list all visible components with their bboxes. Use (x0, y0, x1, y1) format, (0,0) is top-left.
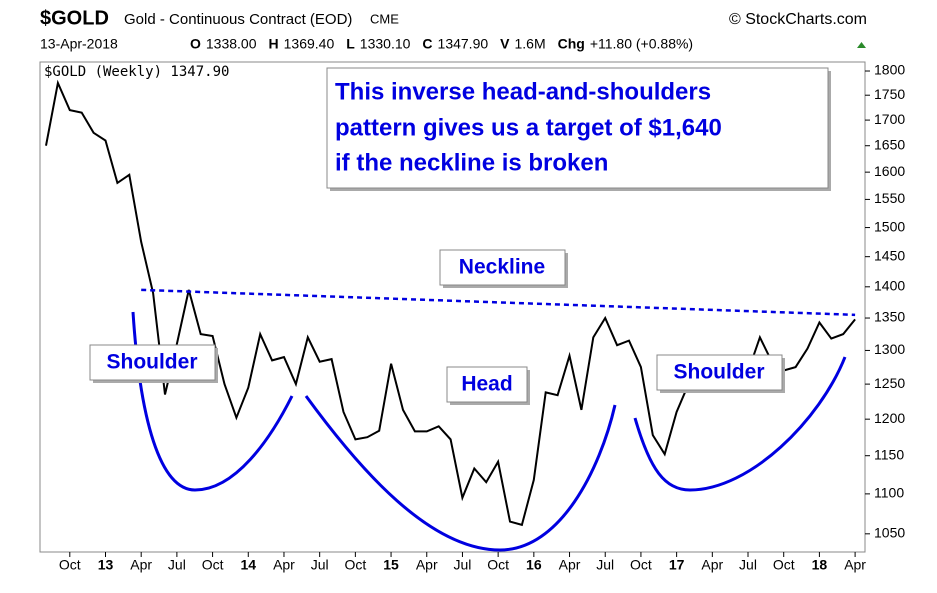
left-shoulder-label: Shoulder (89, 344, 218, 383)
label-box (89, 344, 216, 381)
neckline-text: Neckline (459, 256, 545, 279)
x-tick-label: Jul (596, 557, 614, 573)
quote-label: V (500, 36, 510, 52)
quote: O 1338.00 H 1369.40 L 1330.10 C 1347.90 V 1.6M Chg… (190, 36, 693, 52)
callout-box (326, 67, 829, 189)
y-tick-label: 1150 (874, 446, 904, 462)
x-tick-label: Apr (559, 557, 581, 573)
label-box (656, 354, 783, 391)
instrument-name: Gold - Continuous Contract (EOD) (124, 11, 352, 28)
legend: $GOLD (Weekly) 1347.90 (44, 64, 229, 80)
y-tick-label: 1550 (874, 190, 905, 206)
right-shoulder-label: Shoulder (656, 354, 785, 393)
y-tick-label: 1750 (874, 86, 905, 102)
quote-label: O (190, 36, 201, 52)
left-shoulder-curve (131, 311, 294, 492)
x-tick-label: Oct (773, 557, 795, 573)
y-tick-label: 1650 (874, 136, 905, 152)
right-shoulder-curve (633, 356, 847, 492)
label-box (439, 249, 566, 286)
y-tick-label: 1500 (874, 218, 905, 234)
y-tick-label: 1800 (874, 62, 905, 78)
y-tick-label: 1700 (874, 111, 905, 127)
shoulder-text: Shoulder (673, 361, 764, 384)
head-label: Head (446, 366, 530, 405)
quote-value: +11.80 (+0.88%) (590, 36, 693, 52)
callout-line: pattern gives us a target of $1,640 (335, 114, 722, 141)
x-tick-label: Apr (844, 557, 866, 573)
date: 13-Apr-2018 (40, 36, 118, 52)
quote-label: L (346, 36, 355, 52)
head-curve (304, 395, 617, 552)
x-tick-label: Oct (202, 557, 224, 573)
y-tick-label: 1200 (874, 410, 905, 426)
callout-line: if the neckline is broken (335, 149, 608, 176)
x-tick-label: Apr (416, 557, 438, 573)
neckline (141, 288, 856, 317)
x-tick-label: Jul (453, 557, 471, 573)
y-tick-label: 1100 (874, 485, 904, 501)
x-tick-label: 18 (812, 557, 828, 573)
x-tick-label: 15 (383, 557, 399, 573)
x-tick-label: Jul (168, 557, 186, 573)
y-tick-label: 1350 (874, 309, 905, 325)
head-text: Head (461, 373, 512, 396)
pattern-curves (131, 311, 847, 552)
source: © StockCharts.com (729, 11, 867, 28)
y-tick-label: 1300 (874, 341, 905, 357)
quote-label: H (269, 36, 279, 52)
exchange: CME (370, 11, 399, 26)
callout-line: This inverse head-and-shoulders (335, 78, 711, 105)
quote-value: 1.6M (514, 36, 545, 52)
x-tick-label: Oct (630, 557, 652, 573)
y-tick-label: 1050 (874, 525, 905, 541)
up-arrow (857, 42, 866, 48)
plot: 1050 1100 1150 1200 1250 1300 1350 1400 1450 1500… (45, 62, 905, 573)
neckline-label: Neckline (439, 249, 568, 288)
quote-value: 1369.40 (284, 36, 335, 52)
x-tick-label: Apr (273, 557, 295, 573)
x-tick-label: 13 (98, 557, 114, 573)
quote-label: C (422, 36, 432, 52)
symbol: $GOLD (40, 7, 109, 29)
quote-value: 1330.10 (360, 36, 411, 52)
label-box (446, 366, 528, 403)
quote-label: Chg (558, 36, 585, 52)
x-tick-label: Oct (59, 557, 81, 573)
y-tick-label: 1400 (874, 278, 905, 294)
x-tick-label: Apr (701, 557, 723, 573)
x-tick-label: 14 (240, 557, 256, 573)
y-tick-label: 1600 (874, 163, 905, 179)
shoulder-text: Shoulder (106, 351, 197, 374)
quote-value: 1347.90 (438, 36, 489, 52)
y-tick-label: 1450 (874, 247, 905, 263)
y-tick-label: 1250 (874, 375, 905, 391)
x-tick-label: Apr (130, 557, 152, 573)
x-tick-label: Oct (344, 557, 366, 573)
x-tick-label: Oct (487, 557, 509, 573)
x-tick-label: 16 (526, 557, 542, 573)
x-tick-label: Jul (311, 557, 329, 573)
callout: This inverse head-and-shoulders pattern … (326, 67, 831, 191)
quote-value: 1338.00 (206, 36, 257, 52)
x-tick-label: Jul (739, 557, 757, 573)
x-tick-label: 17 (669, 557, 685, 573)
